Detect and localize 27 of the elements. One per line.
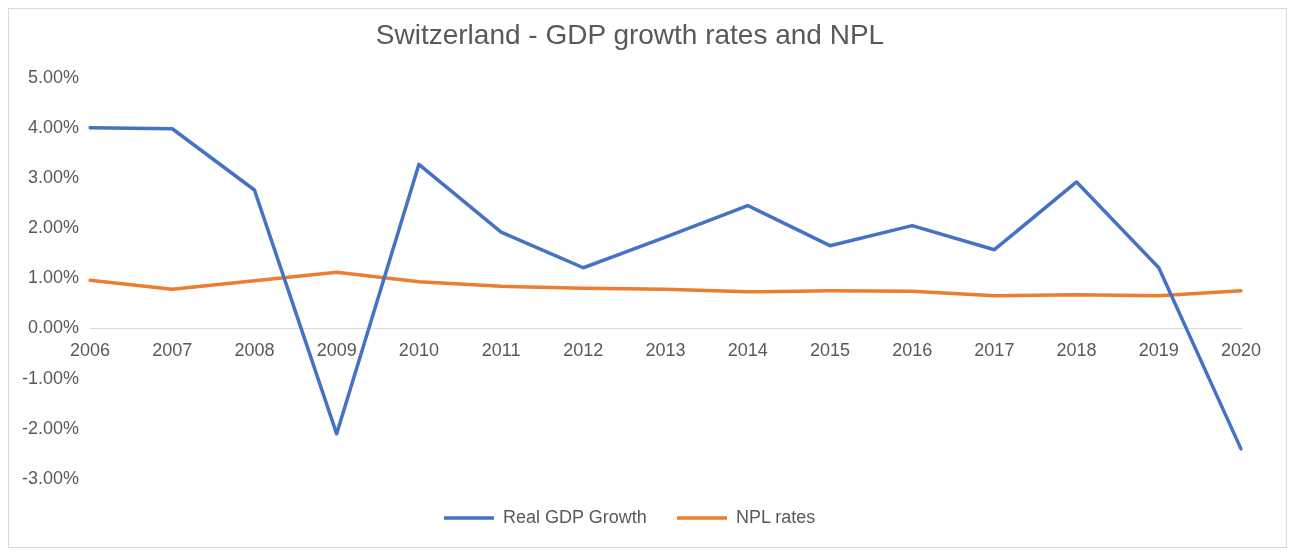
x-tick-label: 2008 <box>234 340 275 361</box>
legend-label: Real GDP Growth <box>502 506 647 527</box>
x-tick-label: 2011 <box>481 340 521 361</box>
x-tick-label: 2020 <box>1220 340 1262 361</box>
y-tick-label: 2.00% <box>27 217 80 238</box>
x-tick-label: 2016 <box>892 340 933 361</box>
chart-title: Switzerland - GDP growth rates and NPL <box>375 18 885 50</box>
x-tick-label: 2007 <box>152 340 193 361</box>
x-tick-label: 2013 <box>645 340 686 361</box>
x-tick-label: 2006 <box>70 340 111 361</box>
x-tick-label: 2009 <box>316 340 357 361</box>
x-tick-label: 2012 <box>563 340 604 361</box>
y-tick-label: 3.00% <box>27 166 80 187</box>
x-tick-label: 2014 <box>727 340 768 361</box>
x-tick-label: 2010 <box>398 340 439 361</box>
x-tick-label: 2018 <box>1056 340 1097 361</box>
y-tick-label: 0.00% <box>27 317 80 338</box>
x-tick-label: 2019 <box>1138 340 1179 361</box>
x-tick-label: 2017 <box>974 340 1015 361</box>
y-tick-label: -3.00% <box>21 467 80 488</box>
y-tick-label: 4.00% <box>27 116 80 137</box>
y-tick-label: -1.00% <box>21 367 80 388</box>
y-tick-label: -2.00% <box>21 417 80 438</box>
x-tick-label: 2015 <box>809 340 850 361</box>
y-tick-label: 5.00% <box>27 66 80 87</box>
legend-label: NPL rates <box>736 506 816 527</box>
y-tick-label: 1.00% <box>27 267 80 288</box>
